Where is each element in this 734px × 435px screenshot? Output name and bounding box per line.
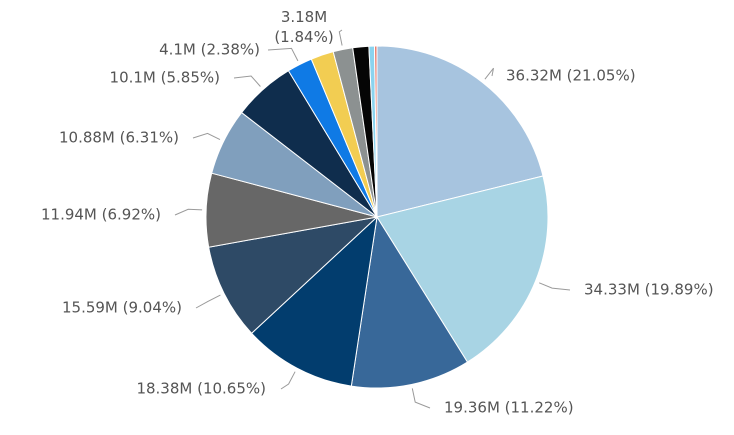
pie-slice[interactable]	[250, 215, 378, 387]
data-label: 19.36M (11.22%)	[444, 399, 574, 417]
leader-line	[195, 294, 221, 309]
leader-line	[280, 371, 296, 390]
leader-line	[192, 132, 221, 141]
data-label: 10.1M (5.85%)	[110, 69, 220, 87]
data-label: 11.94M (6.92%)	[41, 206, 161, 224]
data-label: 34.33M (19.89%)	[584, 281, 714, 299]
data-label: 15.59M (9.04%)	[62, 299, 182, 317]
pie-slice[interactable]	[373, 45, 378, 218]
leader-line	[411, 388, 431, 409]
data-label: 18.38M (10.65%)	[136, 380, 266, 398]
pie-slice[interactable]	[208, 216, 379, 334]
leader-line	[484, 67, 494, 80]
leader-line	[233, 75, 261, 87]
pie-data-labels: 36.32M (21.05%) 34.33M (19.89%) 19.36M (11…	[41, 8, 714, 417]
leader-line	[539, 282, 571, 291]
data-label: 4.1M (2.38%)	[159, 41, 260, 59]
pie-slice[interactable]	[376, 175, 549, 363]
pie-slice[interactable]	[350, 215, 469, 389]
data-label: 36.32M (21.05%)	[506, 67, 636, 85]
data-label: 10.88M (6.31%)	[59, 129, 179, 147]
pie-slices	[205, 45, 549, 389]
data-label: 3.18M (1.84%)	[274, 8, 333, 46]
pie-slice[interactable]	[376, 45, 544, 218]
leader-line	[267, 47, 299, 62]
leader-line	[174, 208, 203, 216]
leader-line	[338, 29, 343, 46]
